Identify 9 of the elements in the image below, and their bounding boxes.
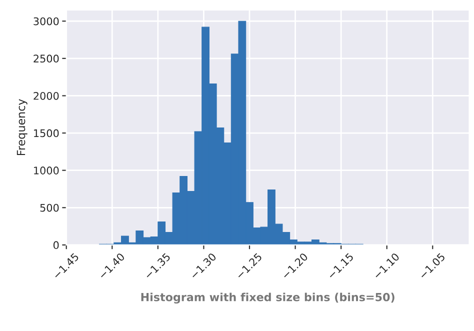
y-tick-label: 2500: [34, 54, 59, 63]
y-tick-label: 3000: [34, 17, 59, 26]
y-tick-label: 1000: [34, 166, 59, 174]
y-tick-label: 1500: [34, 129, 59, 138]
y-axis-title: Frequency: [16, 99, 28, 156]
x-axis-title: Histogram with fixed size bins (bins=50): [141, 292, 394, 304]
y-tick-label: 500: [40, 204, 59, 212]
y-tick-label: 2000: [34, 92, 59, 100]
y-tick-label: 0: [53, 241, 59, 250]
